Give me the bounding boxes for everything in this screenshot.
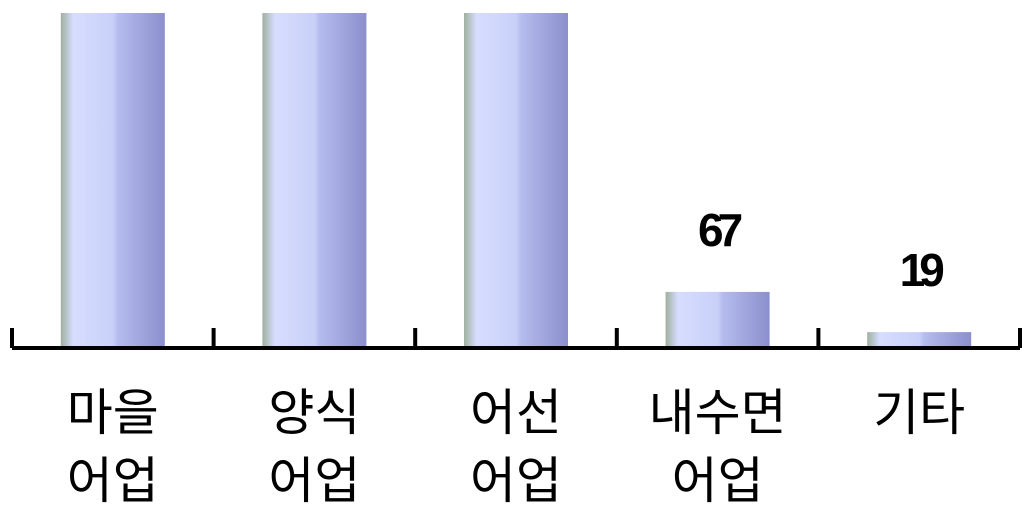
- x-tick-label-1: 양식 어업: [268, 385, 360, 509]
- x-tick-label-4: 기타: [873, 385, 965, 441]
- bar-0: [60, 13, 165, 348]
- x-axis: [10, 328, 1022, 350]
- data-labels: 67 19: [698, 204, 949, 296]
- x-tick-labels: 마을 어업 양식 어업 어선 어업 내수면 어업 기타: [67, 385, 965, 509]
- bars: [60, 13, 972, 348]
- bar-1: [262, 13, 367, 348]
- bar-4: [867, 332, 972, 348]
- data-label-3: 67: [698, 204, 742, 256]
- bar-3: [665, 291, 770, 348]
- bar-2: [464, 13, 568, 348]
- x-tick-label-0: 마을 어업: [67, 385, 159, 509]
- x-tick-label-2: 어선 어업: [470, 385, 562, 509]
- x-tick-label-3: 내수면 어업: [649, 385, 787, 509]
- data-label-4: 19: [900, 244, 944, 296]
